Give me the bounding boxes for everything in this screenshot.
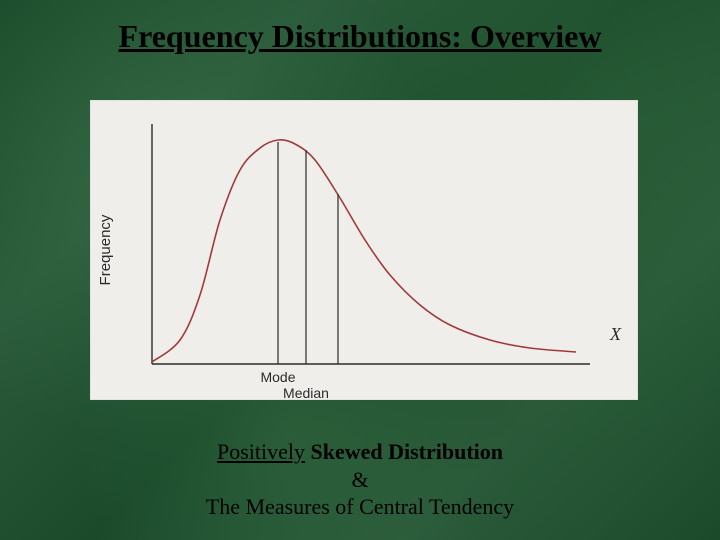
caption-line2: The Measures of Central Tendency [206,494,514,519]
skewed-curve [152,140,576,362]
distribution-chart: ModeMedianMean X Frequency [90,100,638,400]
caption: Positively Skewed Distribution & The Mea… [0,438,720,521]
slide: Frequency Distributions: Overview ModeMe… [0,0,720,540]
chart-panel: ModeMedianMean X Frequency [90,100,638,400]
y-axis-label: Frequency [97,214,114,285]
slide-title: Frequency Distributions: Overview [0,18,720,55]
median-label: Median [283,385,329,400]
axes [152,124,590,364]
caption-amp: & [351,467,368,492]
central-tendency-markers: ModeMedianMean [260,142,355,400]
mode-label: Mode [260,369,295,385]
caption-rest: Skewed Distribution [305,439,503,464]
caption-underlined: Positively [217,439,305,464]
x-axis-label: X [609,324,622,344]
